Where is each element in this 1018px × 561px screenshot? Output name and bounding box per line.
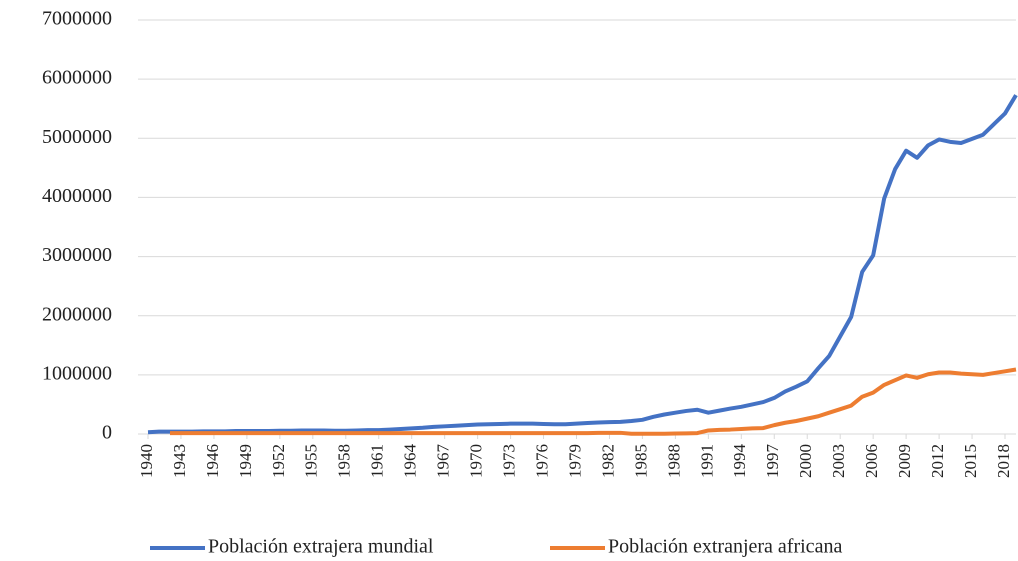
x-tick-label: 1961 — [368, 444, 387, 478]
x-tick-label: 1964 — [401, 444, 420, 479]
x-tick-label: 1970 — [467, 444, 486, 478]
legend-label: Población extranjera africana — [608, 536, 842, 558]
x-tick-label: 1985 — [631, 444, 650, 478]
x-tick-label: 2015 — [961, 444, 980, 478]
x-tick-label: 1955 — [302, 444, 321, 478]
x-tick-label: 1946 — [203, 444, 222, 478]
x-tick-label: 2003 — [829, 444, 848, 478]
x-tick-label: 1958 — [335, 444, 354, 478]
series-line — [147, 94, 1018, 435]
y-tick-label: 7000000 — [42, 8, 112, 30]
y-tick-label: 6000000 — [42, 67, 112, 89]
x-tick-label: 1988 — [664, 444, 683, 478]
x-tick-label: 1967 — [434, 444, 453, 479]
y-tick-label: 1000000 — [42, 362, 112, 384]
x-tick-label: 1979 — [565, 444, 584, 478]
x-tick-label: 2018 — [994, 444, 1013, 478]
x-tick-label: 1949 — [236, 444, 255, 478]
x-tick-label: 1991 — [697, 444, 716, 478]
x-tick-label: 1940 — [137, 444, 156, 478]
y-tick-label: 2000000 — [42, 303, 112, 325]
y-tick-label: 5000000 — [42, 126, 112, 148]
series-line — [169, 367, 1017, 436]
y-tick-label: 4000000 — [42, 185, 112, 207]
x-tick-label: 2012 — [928, 444, 947, 478]
x-tick-label: 1997 — [763, 444, 782, 479]
x-tick-label: 1976 — [532, 444, 551, 478]
x-tick-label: 2006 — [862, 444, 881, 478]
x-tick-label: 1973 — [499, 444, 518, 478]
y-tick-label: 0 — [102, 422, 112, 444]
x-tick-label: 1952 — [269, 444, 288, 478]
legend-label: Población extrajera mundial — [208, 536, 434, 558]
x-tick-label: 1943 — [170, 444, 189, 478]
x-tick-label: 2000 — [796, 444, 815, 478]
x-tick-label: 1982 — [598, 444, 617, 478]
x-tick-label: 2009 — [895, 444, 914, 478]
x-tick-label: 1994 — [730, 444, 749, 479]
y-tick-label: 3000000 — [42, 244, 112, 266]
